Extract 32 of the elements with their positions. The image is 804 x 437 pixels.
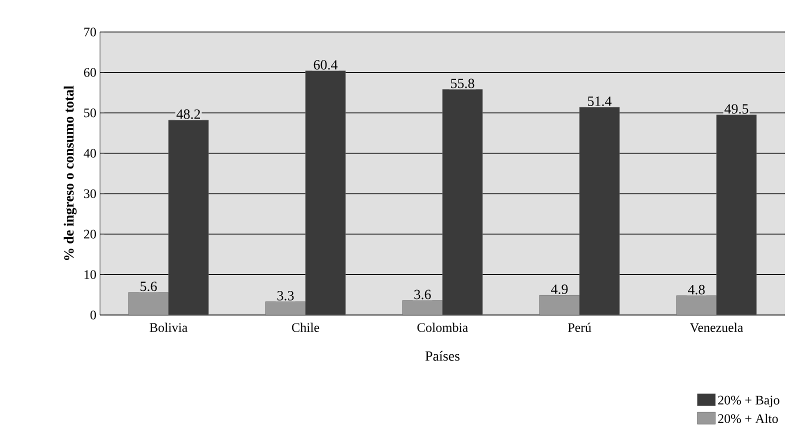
legend-label: 20% + Alto bbox=[718, 414, 778, 424]
data-label: 4.9 bbox=[551, 284, 568, 294]
bar bbox=[539, 294, 580, 315]
data-label: 55.8 bbox=[451, 78, 474, 88]
x-tick-label: Perú bbox=[568, 322, 592, 332]
data-label: 5.6 bbox=[140, 282, 157, 292]
bar bbox=[676, 295, 717, 315]
y-tick-label: 0 bbox=[90, 310, 96, 320]
x-axis-title: Países bbox=[425, 350, 460, 361]
legend-label: 20% + Bajo bbox=[718, 396, 780, 408]
data-label: 3.6 bbox=[414, 290, 431, 300]
y-axis-title: % de ingreso o consumo total bbox=[64, 86, 77, 260]
x-tick-label: Colombia bbox=[417, 322, 468, 332]
y-tick-label: 10 bbox=[84, 270, 96, 279]
bar bbox=[266, 302, 306, 315]
x-tick-label: Venezuela bbox=[690, 322, 744, 332]
data-label: 48.2 bbox=[176, 109, 200, 119]
data-label: 49.5 bbox=[724, 104, 748, 114]
bar bbox=[128, 292, 169, 315]
y-tick-label: 60 bbox=[84, 68, 96, 77]
y-tick-label: 20 bbox=[84, 230, 96, 239]
y-tick-label: 30 bbox=[84, 189, 96, 198]
data-label: 60.4 bbox=[314, 60, 338, 70]
data-label: 3.3 bbox=[277, 290, 294, 300]
data-label: 51.4 bbox=[588, 96, 612, 106]
x-tick-label: Chile bbox=[292, 322, 320, 332]
y-tick-label: 40 bbox=[84, 148, 96, 158]
y-tick-label: 50 bbox=[84, 108, 96, 118]
data-label: 4.8 bbox=[688, 284, 705, 294]
y-tick-label: 70 bbox=[84, 28, 96, 36]
x-tick-label: Bolivia bbox=[150, 322, 188, 332]
bar bbox=[402, 300, 443, 315]
